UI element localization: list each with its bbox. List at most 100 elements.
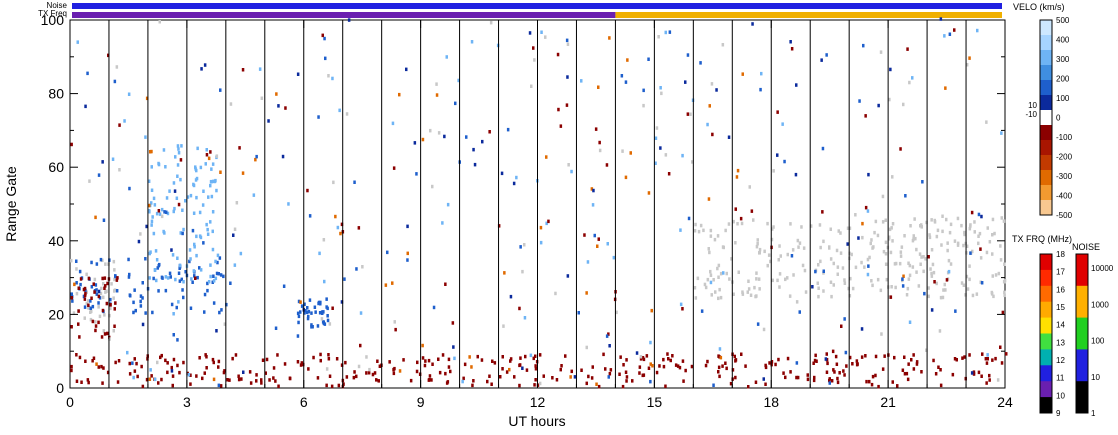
scatter-cell (277, 384, 280, 388)
scatter-cell (365, 355, 368, 359)
scatter-cell (915, 247, 918, 252)
scatter-cell (264, 371, 267, 375)
scatter-cell (421, 356, 425, 360)
scatter-cell (846, 242, 849, 246)
scatter-cell (175, 305, 178, 310)
scatter-cell (145, 96, 149, 101)
scatter-cell (201, 376, 204, 381)
scatter-cell (664, 153, 668, 157)
scatter-cell (182, 360, 185, 365)
scatter-cell (864, 354, 867, 358)
scatter-cell (462, 376, 465, 381)
velocity-colorbar: VELO (km/s) 500 400 300 200 100 0 -100 -200 -300… (1013, 2, 1073, 220)
scatter-cell (717, 365, 721, 370)
scatter-cell (790, 47, 794, 51)
scatter-cell (164, 358, 167, 363)
scatter-cell (912, 367, 916, 371)
velocity-colorbar-inner-tick: -10 (1025, 110, 1037, 119)
scatter-cell (97, 301, 100, 305)
scatter-cell (165, 210, 168, 214)
scatter-cell (323, 322, 327, 326)
scatter-cell (866, 209, 870, 213)
scatter-cell (113, 268, 116, 272)
scatter-cell (622, 363, 625, 367)
scatter-cell (604, 367, 607, 371)
scatter-cell (939, 295, 943, 300)
scatter-cell (922, 255, 925, 259)
scatter-cell (104, 262, 107, 266)
txfreq-colorbar-tick: 16 (1056, 285, 1065, 294)
scatter-cell (585, 381, 588, 386)
scatter-cell (173, 206, 176, 211)
scatter-cell (905, 293, 909, 297)
scatter-cell (234, 353, 238, 357)
scatter-cell (274, 326, 278, 330)
scatter-cell (795, 361, 799, 365)
scatter-cell (219, 170, 222, 174)
scatter-cell (817, 263, 820, 267)
scatter-cell (583, 233, 586, 237)
scatter-cell (427, 358, 431, 363)
scatter-cell (94, 324, 98, 328)
scatter-cell (593, 233, 596, 238)
scatter-cell (109, 306, 112, 311)
scatter-cell (193, 242, 196, 247)
scatter-cell (871, 246, 874, 250)
scatter-cell (860, 260, 863, 265)
scatter-cell (148, 203, 151, 208)
scatter-cell (198, 266, 201, 270)
scatter-cell (304, 309, 307, 313)
txfrq-bar-segment-after (615, 12, 1002, 18)
scatter-cell (893, 355, 896, 360)
scatter-cell (359, 311, 363, 315)
scatter-cell (788, 294, 792, 298)
scatter-cell (476, 354, 479, 359)
scatter-cell (509, 357, 513, 361)
scatter-cell (388, 360, 391, 364)
scatter-cell (863, 265, 866, 269)
scatter-cell (326, 306, 329, 311)
scatter-cell (970, 210, 974, 215)
scatter-cell (343, 277, 346, 281)
scatter-cell (406, 258, 409, 262)
scatter-cell (338, 108, 341, 113)
scatter-cell (899, 147, 902, 151)
scatter-cell (296, 334, 300, 338)
scatter-cell (658, 364, 661, 368)
scatter-cell (945, 217, 948, 222)
scatter-cell (83, 305, 87, 309)
scatter-cell (470, 365, 473, 369)
scatter-cell (528, 31, 532, 35)
scatter-cell (70, 258, 73, 263)
scatter-cell (145, 377, 149, 382)
scatter-cell (769, 259, 772, 264)
scatter-cell (835, 248, 839, 253)
scatter-cell (282, 284, 286, 288)
scatter-cell (911, 76, 914, 80)
scatter-cell (212, 274, 215, 278)
scatter-cell (615, 310, 618, 315)
scatter-cell (909, 224, 912, 228)
scatter-cell (156, 266, 159, 270)
scatter-cell (306, 306, 309, 310)
scatter-cell (791, 248, 795, 252)
scatter-cell (930, 308, 934, 312)
scatter-cell (342, 382, 345, 386)
x-axis: 0 3 6 9 12 15 18 21 24 (66, 20, 1013, 410)
scatter-cell (861, 235, 864, 240)
scatter-cell (691, 160, 694, 164)
scatter-cell (664, 384, 667, 388)
scatter-cell (211, 229, 214, 234)
scatter-cell (376, 359, 379, 363)
scatter-cell (874, 354, 878, 359)
scatter-cell (260, 381, 263, 385)
scatter-cell (625, 358, 628, 362)
scatter-cell (260, 378, 263, 382)
scatter-cell (101, 276, 104, 281)
scatter-cell (215, 188, 218, 193)
scatter-cell (538, 353, 542, 357)
scatter-cell (297, 314, 301, 319)
scatter-cell (657, 35, 660, 39)
scatter-cell (979, 280, 982, 284)
scatter-cell (177, 300, 180, 304)
